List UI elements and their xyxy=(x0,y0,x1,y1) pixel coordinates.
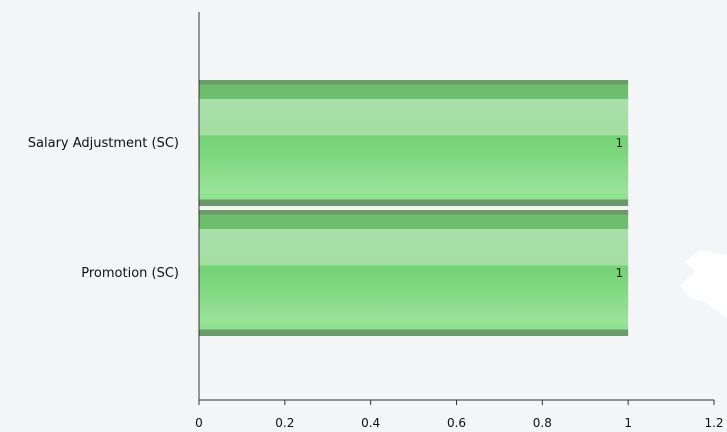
bar xyxy=(199,80,629,206)
data-label: 1 xyxy=(616,136,624,150)
x-tick-label: 0 xyxy=(195,416,203,430)
x-tick-label: 1 xyxy=(624,416,632,430)
category-label: Salary Adjustment (SC) xyxy=(28,136,179,151)
x-tick-label: 0.8 xyxy=(533,416,552,430)
x-tick-label: 1.2 xyxy=(704,416,723,430)
category-label: Promotion (SC) xyxy=(81,266,179,281)
bar xyxy=(199,210,629,336)
x-tick-label: 0.6 xyxy=(447,416,466,430)
x-tick-label: 0.2 xyxy=(275,416,294,430)
x-tick-label: 0.4 xyxy=(361,416,380,430)
watermark-shape xyxy=(680,250,727,318)
data-label: 1 xyxy=(616,266,624,280)
